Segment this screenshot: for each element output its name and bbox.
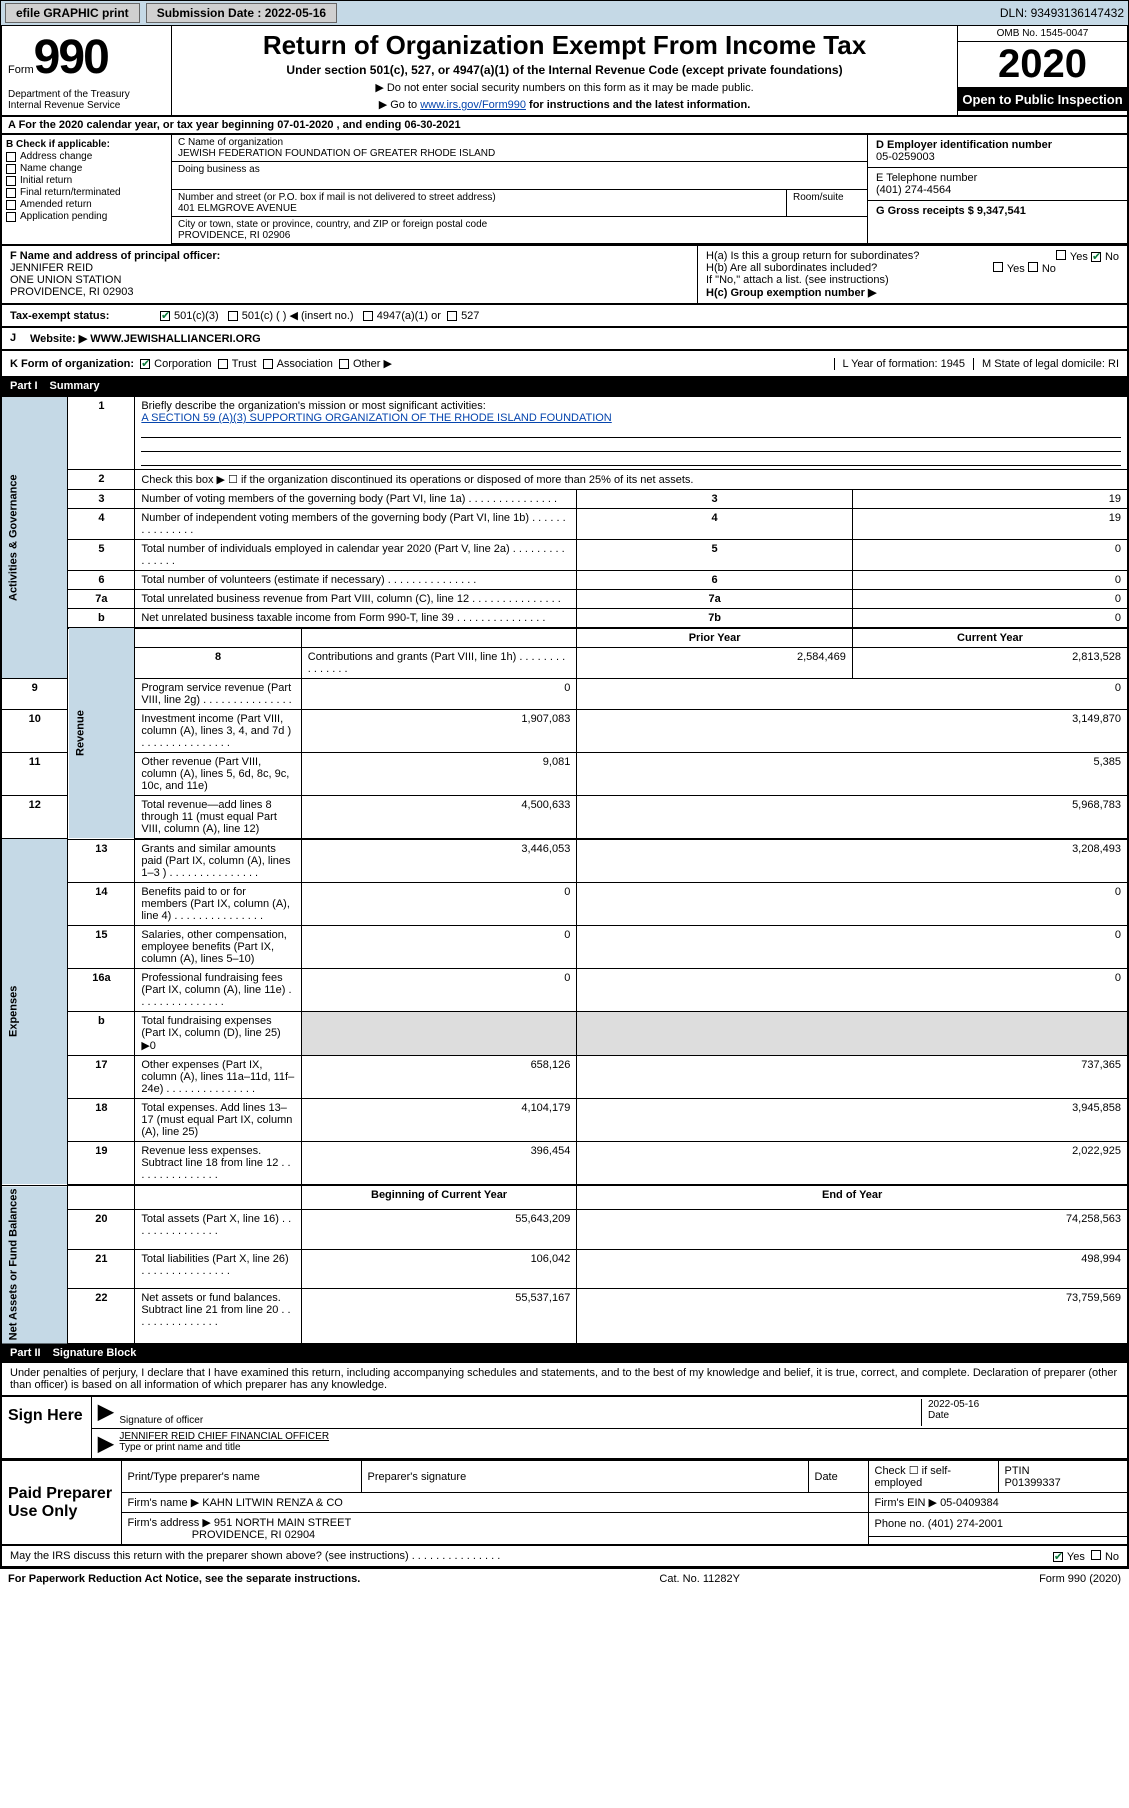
mission-text[interactable]: A SECTION 59 (A)(3) SUPPORTING ORGANIZAT…	[141, 412, 611, 424]
form-title: Return of Organization Exempt From Incom…	[180, 30, 949, 61]
addr-value: 401 ELMGROVE AVENUE	[178, 203, 780, 214]
sign-here-block: Sign Here ▶ Signature of officer 2022-05…	[0, 1397, 1129, 1460]
d-ein-label: D Employer identification number	[876, 139, 1052, 151]
paid-preparer-label: Paid Preparer Use Only	[1, 1461, 121, 1546]
g-gross-receipts: G Gross receipts $ 9,347,541	[876, 205, 1026, 217]
hc-label: H(c) Group exemption number ▶	[706, 287, 876, 299]
paid-preparer-block: Paid Preparer Use Only Print/Type prepar…	[0, 1460, 1129, 1546]
l2-text: Check this box ▶ ☐ if the organization d…	[135, 470, 1128, 490]
form-number: 990	[34, 30, 108, 85]
checkbox-amended[interactable]	[6, 200, 16, 210]
tab-revenue: Revenue	[68, 628, 135, 839]
v4: 19	[852, 509, 1128, 540]
efile-print-button[interactable]: efile GRAPHIC print	[5, 3, 140, 23]
city-value: PROVIDENCE, RI 02906	[178, 230, 861, 241]
omb-number: OMB No. 1545-0047	[958, 26, 1127, 42]
l1-label: Briefly describe the organization's miss…	[141, 400, 485, 412]
row-fh: F Name and address of principal officer:…	[0, 246, 1129, 305]
row-k-form-org: K Form of organization: Corporation Trus…	[0, 351, 1129, 378]
submission-date-button[interactable]: Submission Date : 2022-05-16	[146, 3, 337, 23]
room-suite-label: Room/suite	[787, 190, 867, 216]
col-b-header: B Check if applicable:	[6, 139, 110, 150]
form-note-1: ▶ Do not enter social security numbers o…	[180, 81, 949, 94]
chk-4947[interactable]	[363, 311, 373, 321]
f-officer-name: JENNIFER REID	[10, 262, 93, 274]
footer-left: For Paperwork Reduction Act Notice, see …	[8, 1573, 360, 1585]
chk-trust[interactable]	[218, 359, 228, 369]
row-j-website: J Website: ▶ WWW.JEWISHALLIANCERI.ORG	[0, 328, 1129, 351]
arrow-icon: ▶	[98, 1431, 113, 1456]
hb-yes[interactable]	[993, 262, 1003, 272]
checkbox-name-change[interactable]	[6, 164, 16, 174]
row-a-tax-year: A For the 2020 calendar year, or tax yea…	[0, 117, 1129, 135]
addr-label: Number and street (or P.O. box if mail i…	[178, 192, 780, 203]
open-inspection: Open to Public Inspection	[958, 88, 1127, 111]
dept-label: Department of the Treasury Internal Reve…	[8, 89, 165, 111]
tax-year: 2020	[958, 42, 1127, 88]
v7a: 0	[852, 590, 1128, 609]
f-label: F Name and address of principal officer:	[10, 250, 220, 262]
info-grid: B Check if applicable: Address change Na…	[0, 135, 1129, 246]
chk-501c3[interactable]	[160, 311, 170, 321]
tab-governance: Activities & Governance	[1, 397, 68, 679]
website-value: Website: ▶ WWW.JEWISHALLIANCERI.ORG	[30, 332, 261, 345]
ha-label: H(a) Is this a group return for subordin…	[706, 250, 919, 262]
officer-name-title: JENNIFER REID CHIEF FINANCIAL OFFICER	[119, 1431, 329, 1442]
dln-label: DLN: 93493136147432	[1000, 6, 1124, 20]
hb-label: H(b) Are all subordinates included?	[706, 262, 877, 274]
summary-table: Activities & Governance 1 Briefly descri…	[0, 396, 1129, 1345]
chk-association[interactable]	[263, 359, 273, 369]
l-year-formation: L Year of formation: 1945	[834, 358, 966, 370]
checkbox-address-change[interactable]	[6, 152, 16, 162]
tax-status-label: Tax-exempt status:	[10, 310, 160, 322]
e-phone-label: E Telephone number	[876, 172, 977, 184]
top-bar: efile GRAPHIC print Submission Date : 20…	[0, 0, 1129, 26]
dba-label: Doing business as	[178, 164, 861, 175]
d-ein-value: 05-0259003	[876, 151, 935, 163]
part1-header: Part I Summary	[0, 378, 1129, 396]
e-phone-value: (401) 274-4564	[876, 184, 951, 196]
footer-form: Form 990 (2020)	[1039, 1573, 1121, 1585]
checkbox-application-pending[interactable]	[6, 212, 16, 222]
checkbox-final-return[interactable]	[6, 188, 16, 198]
city-label: City or town, state or province, country…	[178, 219, 861, 230]
ha-no[interactable]	[1091, 252, 1101, 262]
v6: 0	[852, 571, 1128, 590]
chk-527[interactable]	[447, 311, 457, 321]
sign-here-label: Sign Here	[2, 1397, 92, 1458]
row-tax-status: Tax-exempt status: 501(c)(3) 501(c) ( ) …	[0, 305, 1129, 328]
irs-discuss-no[interactable]	[1091, 1550, 1101, 1560]
arrow-icon: ▶	[98, 1399, 113, 1426]
form-header: Form 990 Department of the Treasury Inte…	[0, 26, 1129, 117]
part2-header: Part II Signature Block	[0, 1345, 1129, 1363]
v3: 19	[852, 490, 1128, 509]
irs-discuss-yes[interactable]	[1053, 1552, 1063, 1562]
goto-post: for instructions and the latest informat…	[529, 99, 750, 111]
hb-note: If "No," attach a list. (see instruction…	[706, 274, 1119, 286]
m-state-domicile: M State of legal domicile: RI	[973, 358, 1119, 370]
irs-link[interactable]: www.irs.gov/Form990	[420, 99, 526, 111]
may-irs-discuss: May the IRS discuss this return with the…	[0, 1546, 1129, 1568]
chk-501c[interactable]	[228, 311, 238, 321]
c-name-label: C Name of organization	[178, 137, 861, 148]
chk-other[interactable]	[339, 359, 349, 369]
v5: 0	[852, 540, 1128, 571]
footer-cat: Cat. No. 11282Y	[659, 1573, 740, 1585]
ha-yes[interactable]	[1056, 250, 1066, 260]
form-label: Form	[8, 64, 34, 76]
f-officer-addr2: PROVIDENCE, RI 02903	[10, 286, 134, 298]
f-officer-addr1: ONE UNION STATION	[10, 274, 121, 286]
page-footer: For Paperwork Reduction Act Notice, see …	[0, 1568, 1129, 1589]
goto-pre: ▶ Go to	[379, 99, 420, 111]
v7b: 0	[852, 609, 1128, 629]
tab-net-assets: Net Assets or Fund Balances	[1, 1185, 68, 1344]
tab-expenses: Expenses	[1, 839, 68, 1185]
hb-no[interactable]	[1028, 262, 1038, 272]
perjury-statement: Under penalties of perjury, I declare th…	[0, 1363, 1129, 1397]
form-subtitle: Under section 501(c), 527, or 4947(a)(1)…	[180, 63, 949, 77]
chk-corporation[interactable]	[140, 359, 150, 369]
c-org-name: JEWISH FEDERATION FOUNDATION OF GREATER …	[178, 148, 861, 159]
checkbox-initial-return[interactable]	[6, 176, 16, 186]
